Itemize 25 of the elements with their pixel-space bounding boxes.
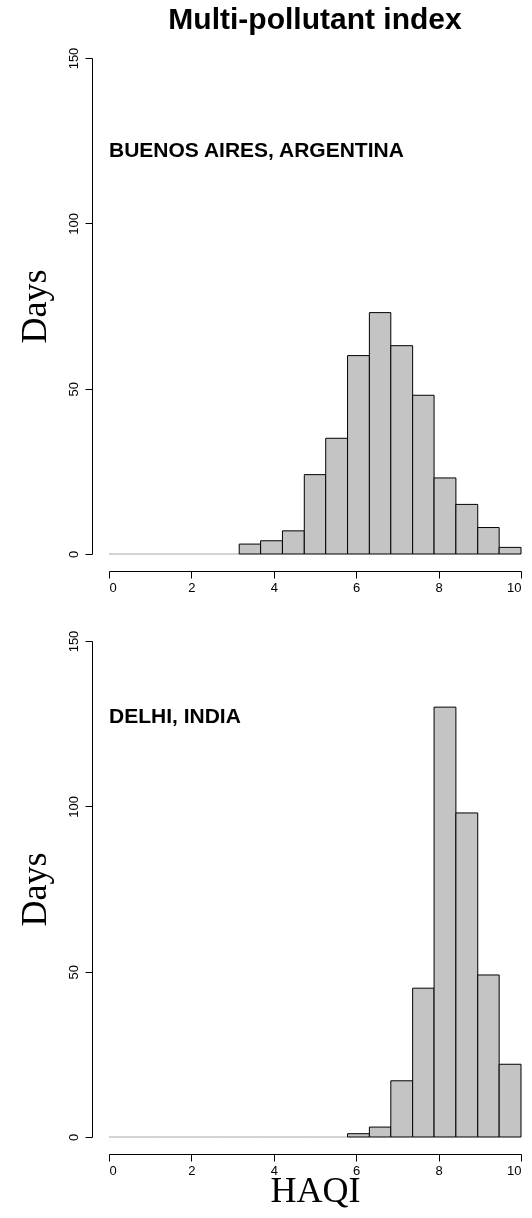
annotation: DELHI, INDIA — [109, 704, 241, 727]
x-tick-label: 4 — [270, 579, 278, 595]
y-tick-label: 150 — [65, 630, 81, 653]
x-tick-label: 0 — [109, 579, 117, 595]
x-tick-label: 8 — [435, 579, 443, 595]
x-tick-label: 10 — [507, 1162, 522, 1178]
annotation: BUENOS AIRES, ARGENTINA — [109, 138, 404, 161]
y-tick-label: 0 — [65, 1133, 81, 1142]
x-tick-label: 8 — [435, 1162, 443, 1178]
x-tick-label: 4 — [270, 1162, 278, 1178]
y-tick-label: 100 — [65, 212, 81, 235]
y-axis-title: Days — [13, 852, 54, 927]
x-tick-label: 10 — [507, 579, 522, 595]
x-tick-label: 2 — [188, 579, 196, 595]
y-tick-label: 150 — [65, 47, 81, 70]
y-tick-label: 0 — [65, 550, 81, 559]
chart-title: Multi-pollutant index — [168, 2, 462, 36]
y-axis-title: Days — [13, 269, 54, 344]
x-tick-label: 6 — [353, 579, 361, 595]
y-tick-label: 50 — [65, 964, 81, 980]
x-tick-label: 0 — [109, 1162, 117, 1178]
y-tick-label: 50 — [65, 381, 81, 397]
y-tick-label: 100 — [65, 795, 81, 818]
x-tick-label: 2 — [188, 1162, 196, 1178]
x-tick-label: 6 — [353, 1162, 361, 1178]
